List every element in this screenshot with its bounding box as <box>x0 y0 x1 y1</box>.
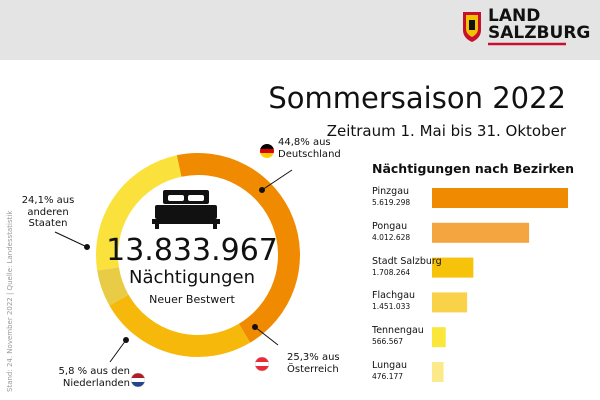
donut-label: 24,1% aus anderen Staaten <box>21 195 75 229</box>
bar <box>432 222 530 243</box>
donut-note: Neuer Bestwert <box>149 293 235 306</box>
header-band <box>0 0 600 60</box>
bar-category: Pinzgau <box>372 186 410 197</box>
donut-label: 44,8% aus Deutschland <box>278 137 341 160</box>
donut-segment <box>96 155 182 271</box>
bed-icon <box>152 190 220 229</box>
logo-text: SALZBURG <box>488 23 591 43</box>
donut-caption: Nächtigungen <box>128 267 255 288</box>
donut-total: 13.833.967 <box>106 233 278 268</box>
bar-category: Lungau <box>372 360 408 371</box>
bar-category: Tennengau <box>372 325 424 337</box>
bar-value-label: 4.012.628 <box>372 232 411 242</box>
bar <box>432 327 446 348</box>
bar-value-label: 5.619.298 <box>372 198 411 207</box>
bar-value-label: 1.708.264 <box>372 267 411 277</box>
bar-value-label: 566.567 <box>372 337 404 347</box>
donut-label: 25,3% aus Österreich <box>287 352 340 375</box>
logo-shield <box>463 12 481 42</box>
donut-segment <box>97 266 129 306</box>
bar-category: Stadt Salzburg <box>372 255 442 267</box>
bar <box>432 292 468 313</box>
bar <box>432 188 568 208</box>
donut-segment <box>109 294 251 357</box>
bar-category: Pongau <box>372 220 408 232</box>
bar-value-label: 1.451.033 <box>372 302 411 312</box>
flag-germany <box>260 144 274 158</box>
flag-netherlands <box>130 372 146 388</box>
bar <box>432 362 444 382</box>
title: Sommersaison 2022 <box>268 81 566 115</box>
bar-value-label: 476.177 <box>372 372 404 381</box>
source-note: Stand: 24. November 2022 | Quelle: Lande… <box>6 210 14 392</box>
bar-chart-title: Nächtigungen nach Bezirken <box>372 161 574 176</box>
donut-label: 5,8 % aus den Niederlanden <box>58 366 130 389</box>
subtitle: Zeitraum 1. Mai bis 31. Oktober <box>326 122 566 140</box>
bar-category: Flachgau <box>372 290 416 302</box>
flag-austria <box>254 356 270 372</box>
bar <box>432 257 474 278</box>
donut-segment <box>176 153 300 343</box>
logo-text: LAND <box>488 6 541 26</box>
leader-lines <box>54 169 293 363</box>
